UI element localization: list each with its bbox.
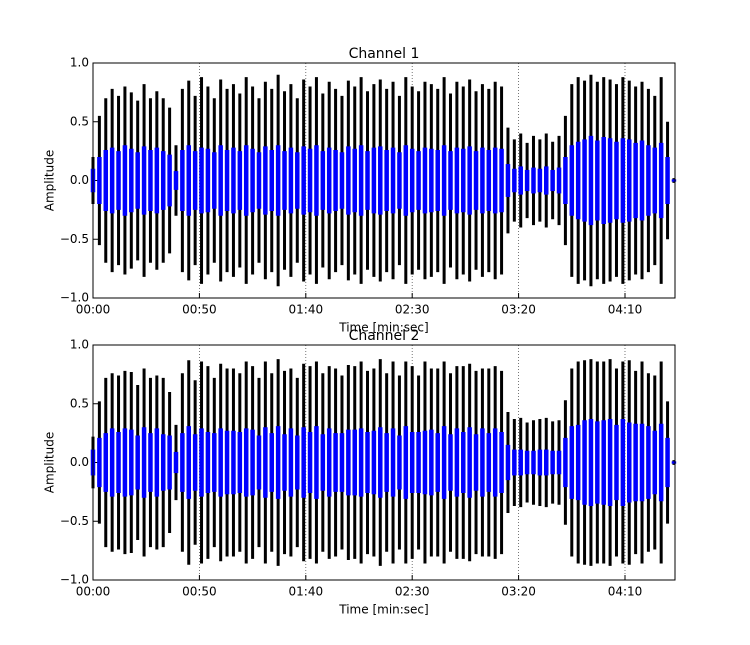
plot: Channel 1 Time [min:sec] Amplitude 00:00 00:… xyxy=(43,46,677,335)
plot-frame xyxy=(92,344,676,581)
x-tick-label: 00:50 xyxy=(182,303,217,317)
y-tick-label: −1.0 xyxy=(60,573,89,587)
y-tick-label: 0.0 xyxy=(70,455,89,469)
x-axis-label: Time [min:sec] xyxy=(338,603,428,617)
x-tick-label: 02:30 xyxy=(395,585,430,599)
plot: Channel 2 Time [min:sec] Amplitude 00:00 00:… xyxy=(43,328,677,617)
y-tick-label: −1.0 xyxy=(60,291,89,305)
chart-title: Channel 1 xyxy=(349,46,420,62)
x-tick-label: 03:20 xyxy=(501,303,536,317)
x-tick-label: 00:00 xyxy=(76,585,111,599)
y-tick-label: 0.5 xyxy=(70,396,89,410)
x-tick-label: 01:40 xyxy=(289,585,324,599)
y-tick-label: 1.0 xyxy=(70,338,89,352)
plot-frame xyxy=(92,62,676,299)
y-tick-label: 0.5 xyxy=(70,114,89,128)
y-axis-label: Amplitude xyxy=(43,150,57,212)
y-tick-label: 1.0 xyxy=(70,56,89,70)
y-tick-label: 0.0 xyxy=(70,173,89,187)
x-tick-label: 04:10 xyxy=(608,303,643,317)
x-tick-label: 04:10 xyxy=(608,585,643,599)
x-tick-label: 03:20 xyxy=(501,585,536,599)
x-tick-label: 01:40 xyxy=(289,303,324,317)
x-axis-label: Time [min:sec] xyxy=(338,321,428,335)
x-tick-label: 00:50 xyxy=(182,585,217,599)
chart-title: Channel 2 xyxy=(349,328,420,344)
y-tick-label: −0.5 xyxy=(60,514,89,528)
x-tick-label: 02:30 xyxy=(395,303,430,317)
y-axis-label: Amplitude xyxy=(43,432,57,494)
x-tick-label: 00:00 xyxy=(76,303,111,317)
y-tick-label: −0.5 xyxy=(60,232,89,246)
